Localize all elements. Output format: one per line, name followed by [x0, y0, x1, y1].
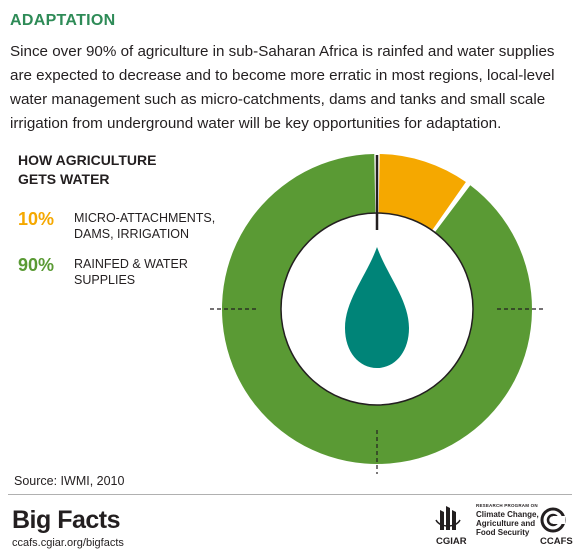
donut-slice-0: [378, 154, 466, 231]
program-tagline: RESEARCH PROGRAM ON: [476, 503, 538, 508]
intro-paragraph: Since over 90% of agriculture in sub-Sah…: [10, 43, 555, 132]
footer-divider: [8, 494, 572, 495]
ccafs-label: CCAFS: [540, 536, 573, 547]
cgiar-label: CGIAR: [436, 536, 467, 547]
brand-url: ccafs.cgiar.org/bigfacts: [12, 537, 124, 549]
brand-title: Big Facts: [12, 506, 121, 534]
legend-item-rainfed: 90% RAINFED & WATER SUPPLIES: [18, 254, 188, 288]
donut-slice-1: [222, 154, 532, 464]
ccafs-logo-icon: [540, 507, 566, 533]
legend-label-irrigation: MICRO-ATTACHMENTS, DAMS, IRRIGATION: [74, 211, 216, 241]
donut-slices: [222, 154, 532, 464]
cgiar-logo-icon: [435, 506, 461, 530]
legend-percent-rainfed: 90%: [18, 255, 55, 275]
water-drop-icon: [345, 247, 409, 368]
legend-item-irrigation: 10% MICRO-ATTACHMENTS, DAMS, IRRIGATION: [18, 208, 215, 242]
legend-label-rainfed: RAINFED & WATER SUPPLIES: [74, 257, 188, 287]
program-name: Climate Change, Agriculture and Food Sec…: [476, 510, 539, 537]
chart-title: HOW AGRICULTURE GETS WATER: [18, 152, 157, 187]
section-title: ADAPTATION: [10, 12, 116, 29]
source-note: Source: IWMI, 2010: [14, 474, 125, 488]
legend-percent-irrigation: 10%: [18, 209, 55, 229]
